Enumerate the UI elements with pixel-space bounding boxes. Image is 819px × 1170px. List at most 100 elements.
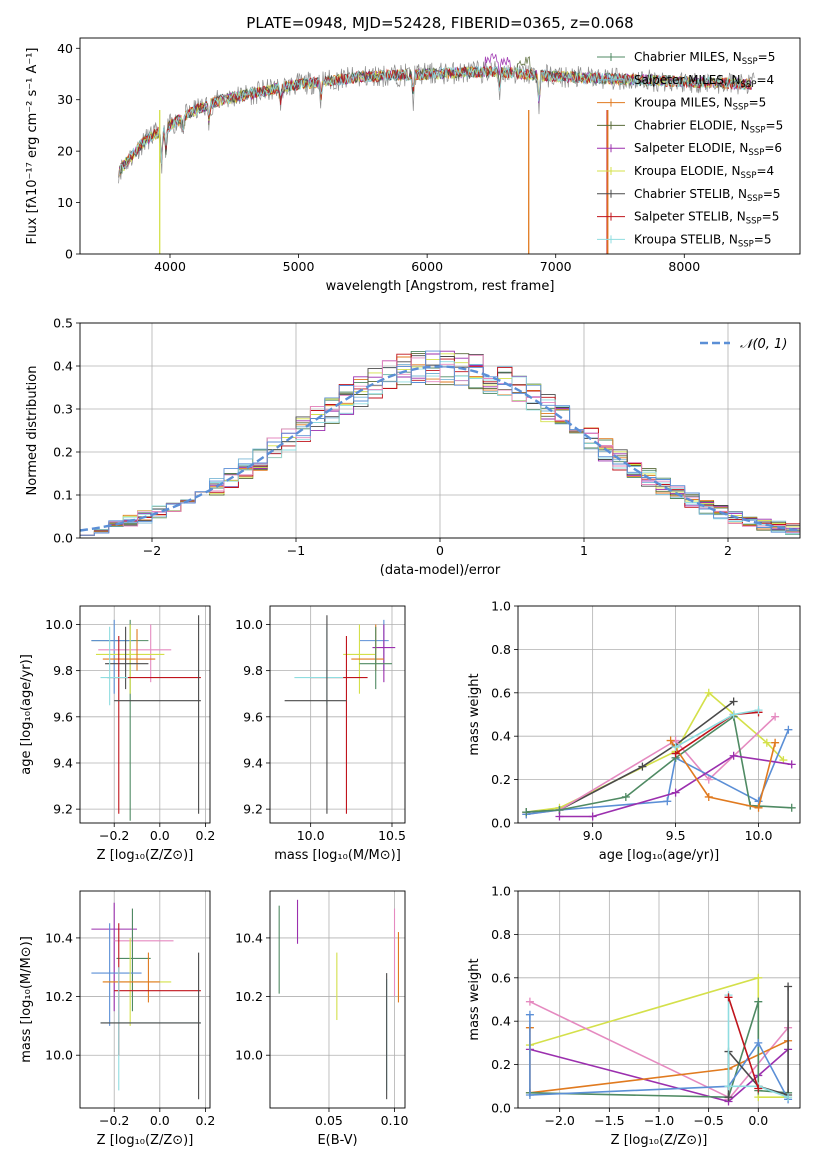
legend-label: Kroupa MILES, NSSP=5: [634, 96, 766, 113]
x-tick-label: −2: [143, 543, 161, 558]
y-tick-label: 0: [65, 247, 73, 262]
x-axis-label: mass [log₁₀(M/M⊙)]: [274, 848, 401, 863]
x-tick-label: −0.2: [99, 828, 129, 843]
legend-label: Kroupa STELIB, NSSP=5: [634, 232, 772, 249]
x-tick-label: 7000: [540, 259, 572, 274]
series-line: [529, 1048, 789, 1103]
y-tick-label: 1.0: [491, 884, 511, 899]
series-marker: [784, 982, 793, 991]
series-marker: [525, 1090, 534, 1099]
series-marker: [784, 1093, 793, 1102]
series-marker: [787, 760, 796, 769]
y-tick-label: 0.2: [491, 1057, 511, 1072]
series-marker: [671, 788, 680, 797]
x-axis-label: age [log₁₀(age/yr)]: [599, 848, 720, 863]
y-tick-label: 10: [57, 195, 73, 210]
mass-weight-vs-z-axes: −2.0 −1.5 −1.0 −0.5 0.0 0.0 0.2 0.4 0.6 0.8 1.0 Z […: [467, 884, 800, 1148]
legend-label: Salpeter ELODIE, NSSP=6: [634, 141, 782, 158]
y-tick-label: 0.2: [53, 445, 73, 460]
age-vs-z-axes: −0.2 0.0 0.2 9.2 9.4 9.6 9.8 10.0 Z [log₁₀(Z/Z⊙)…: [19, 606, 215, 863]
y-axis-label: Normed distribution: [25, 366, 40, 496]
x-tick-label: 0.2: [195, 828, 215, 843]
series-marker: [754, 1038, 763, 1047]
series-marker: [762, 738, 771, 747]
series-marker: [729, 751, 738, 760]
age-vs-z-frame: [79, 605, 211, 824]
mass-weight-vs-z-lines: [525, 973, 793, 1106]
legend-label: Salpeter MILES, NSSP=4: [634, 73, 774, 90]
x-tick-label: 10.0: [745, 828, 773, 843]
x-axis-label: wavelength [Angstrom, rest frame]: [326, 279, 555, 294]
y-tick-label: 9.4: [53, 755, 73, 770]
age-vs-mass-axes: 10.0 10.5 9.2 9.4 9.6 9.8 10.0 mass [log₁₀(M/M⊙…: [235, 606, 406, 863]
y-tick-label: 10.2: [235, 989, 263, 1004]
series-marker: [704, 775, 713, 784]
x-tick-label: −2.0: [545, 1113, 575, 1128]
y-tick-label: 0.0: [53, 531, 73, 546]
y-tick-label: 0.3: [53, 402, 73, 417]
mass-vs-ebv-axes: 0.05 0.10 10.0 10.2 10.4 E(B-V): [235, 891, 408, 1148]
series-marker: [666, 736, 675, 745]
series-marker: [525, 997, 534, 1006]
series-marker: [754, 706, 763, 715]
series-marker: [754, 803, 763, 812]
y-tick-label: 10.0: [235, 1048, 263, 1063]
age-vs-z-points: [91, 615, 201, 821]
series-marker: [704, 792, 713, 801]
x-tick-label: −1.5: [594, 1113, 624, 1128]
series-line: [727, 995, 789, 1098]
y-tick-label: 10.0: [45, 617, 73, 632]
x-tick-label: 2: [724, 543, 732, 558]
y-axis-label: Flux [fλ10⁻¹⁷ erg cm⁻² s⁻¹ A⁻¹]: [25, 48, 40, 245]
y-tick-label: 10.4: [45, 930, 73, 945]
series-line: [727, 997, 760, 1089]
y-tick-label: 0.0: [491, 1101, 511, 1116]
y-axis-label: mass weight: [467, 958, 482, 1040]
series-marker: [621, 792, 630, 801]
x-tick-label: 9.5: [666, 828, 686, 843]
x-tick-label: −1: [287, 543, 305, 558]
x-tick-label: 4000: [154, 259, 186, 274]
series-marker: [724, 1093, 733, 1102]
y-tick-label: 0.8: [491, 642, 511, 657]
y-tick-label: 0.2: [491, 772, 511, 787]
series-marker: [754, 1084, 763, 1093]
series-marker: [771, 712, 780, 721]
x-tick-label: −1.0: [644, 1113, 674, 1128]
series-marker: [771, 738, 780, 747]
y-tick-label: 0.4: [491, 729, 511, 744]
age-vs-mass-frame: [269, 605, 406, 824]
mass-vs-z-axes: −0.2 0.0 0.2 10.0 10.2 10.4 Z [log₁₀(Z/Z⊙)] mas…: [19, 891, 215, 1148]
series-marker: [787, 803, 796, 812]
y-tick-label: 0.5: [53, 316, 73, 331]
y-axis-label: age [log₁₀(age/yr)]: [19, 654, 34, 775]
y-tick-label: 0.8: [491, 927, 511, 942]
legend-label: Chabrier MILES, NSSP=5: [634, 50, 775, 67]
residual-histograms: [80, 350, 800, 536]
y-tick-label: 0.4: [53, 359, 73, 374]
x-tick-label: 0.05: [315, 1113, 343, 1128]
series-line: [669, 740, 776, 809]
y-tick-label: 1.0: [491, 599, 511, 614]
series-line: [526, 700, 735, 813]
y-tick-label: 30: [57, 92, 73, 107]
series-marker: [663, 797, 672, 806]
series-marker: [555, 812, 564, 821]
y-tick-label: 9.8: [243, 663, 263, 678]
series-marker: [671, 743, 680, 752]
x-tick-label: 0: [436, 543, 444, 558]
y-tick-label: 10.0: [45, 1048, 73, 1063]
y-axis-label: mass [log₁₀(M/M⊙)]: [19, 936, 34, 1063]
model-spectrum-9: [118, 65, 752, 178]
series-marker: [588, 812, 597, 821]
y-tick-label: 9.2: [243, 802, 263, 817]
mass-weight-vs-age-frame: [517, 605, 801, 824]
mass-vs-ebv-frame: [269, 890, 406, 1109]
legend-label: Salpeter STELIB, NSSP=5: [634, 210, 779, 227]
x-axis-label: E(B-V): [317, 1133, 357, 1148]
series-marker: [724, 993, 733, 1002]
series-marker: [729, 710, 738, 719]
x-tick-label: −0.2: [99, 1113, 129, 1128]
series-line: [675, 711, 759, 755]
